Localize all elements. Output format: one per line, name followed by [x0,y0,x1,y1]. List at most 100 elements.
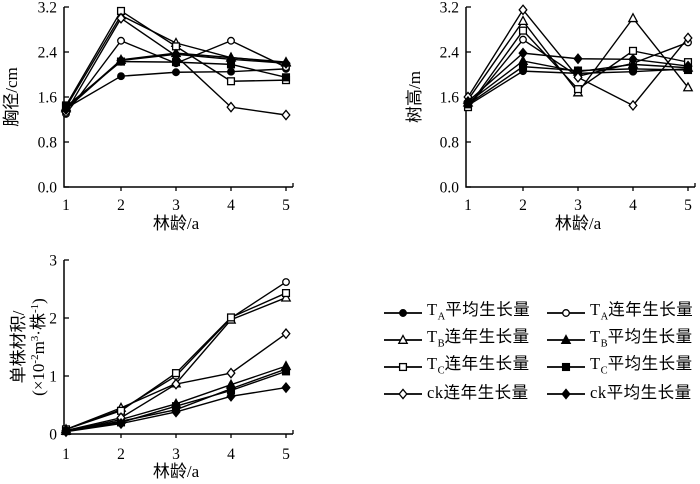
axes [465,7,695,188]
y-tick-label: 0.0 [440,180,460,197]
diamond-filled-marker [463,95,473,108]
legend-label: TA连年生长量 [590,300,694,323]
x-tick-label: 1 [62,446,70,463]
y-axis-label: 树高/m [405,71,424,123]
square-filled-marker [628,64,638,73]
square-filled-marker [518,62,528,71]
diamond-open-marker [116,12,126,24]
diamond-filled-marker [226,53,236,65]
square-open-marker [518,26,528,35]
y-tick-label: 2.4 [440,45,460,62]
diamond-filled-marker [628,53,638,65]
circle-open-marker [562,308,570,317]
x-tick-label: 5 [684,197,692,214]
triangle-open-marker [517,15,529,26]
diamond-open-marker [226,367,236,379]
triangle-open-marker [397,333,409,344]
square-filled-marker [561,362,571,371]
y-tick-label: 0.8 [38,135,58,152]
x-axis-label: 林龄/a [555,214,602,233]
legend-item-ck-annual: ck连年生长量 [384,380,547,407]
y-tick-label: 1.6 [440,90,460,107]
circle-filled-marker [399,308,407,317]
legend-label: ck平均生长量 [590,383,692,403]
legend-item-ck-avg: ck平均生长量 [547,380,700,407]
triangle-open-marker [682,81,694,92]
square-open-marker [171,369,181,378]
circle-filled-legend-key [384,308,422,317]
legend-label: TA平均生长量 [427,300,531,323]
y-axis-label: (×10-2m3·株-1) [29,298,48,396]
x-tick-label: 1 [62,197,70,214]
x-tick-label: 4 [227,446,235,463]
square-filled-marker [281,367,291,376]
legend-item-tb-avg: TB平均生长量 [547,326,700,353]
y-tick-label: 1 [49,369,57,386]
x-tick-label: 4 [629,197,637,214]
legend-label: TB平均生长量 [590,327,693,350]
x-tick-label: 2 [519,197,527,214]
triangle-open-legend-key [384,333,422,344]
x-tick-label: 1 [464,197,472,214]
legend-label: ck连年生长量 [427,383,529,403]
axes [63,7,293,188]
y-tick-label: 0.8 [440,135,460,152]
legend-item-tc-avg: TC平均生长量 [547,353,700,380]
diamond-filled-marker [573,53,583,65]
legend-label: TC平均生长量 [590,354,693,377]
y-tick-label: 2 [49,311,57,328]
diamond-open-marker [518,4,528,16]
diamond-filled-marker [281,381,291,394]
x-tick-label: 3 [172,446,180,463]
square-filled-legend-key [547,362,585,371]
diamond-open-marker [281,328,291,340]
circle-open-legend-key [547,308,585,317]
square-open-marker [226,313,236,322]
diamond-filled-marker [61,426,71,438]
y-tick-label: 3.2 [440,0,459,17]
diamond-open-marker [573,71,583,83]
y-axis-label: 胸径/cm [2,67,21,127]
x-tick-label: 3 [172,197,180,214]
diamond-open-marker [398,387,408,400]
diamond-filled-marker [561,387,571,400]
diamond-filled-marker [116,54,126,67]
diamond-filled-marker [281,57,291,69]
circle-filled-marker [117,72,125,81]
circle-open-marker [519,35,527,44]
legend-item-tb-annual: TB连年生长量 [384,326,547,353]
square-open-marker [628,46,638,55]
x-tick-label: 4 [227,197,235,214]
x-axis-label: 林龄/a [153,214,200,233]
triangle-filled-legend-key [547,333,585,344]
legend-label: TB连年生长量 [427,327,530,350]
y-axis-label: 单株材积/ [9,310,28,383]
diamond-open-marker [628,99,638,112]
y-tick-label: 1.6 [38,90,58,107]
x-tick-label: 5 [282,446,290,463]
chart-top-left: 0.0 0.8 1.6 2.4 3.2 1 2 3 4 5 林龄/a 胸径/cm [2,0,294,233]
diamond-filled-marker [61,103,71,115]
x-tick-label: 3 [574,197,582,214]
circle-open-marker [117,36,125,45]
x-tick-label: 2 [117,197,125,214]
y-tick-label: 3.2 [38,0,57,17]
legend-item-ta-avg: TA平均生长量 [384,299,547,326]
y-tick-label: 2.4 [38,45,58,62]
circle-filled-marker [227,67,235,76]
diamond-open-marker [683,32,693,44]
square-filled-marker [281,73,291,82]
diamond-filled-marker [518,47,528,59]
diamond-open-legend-key [384,387,422,400]
diamond-filled-legend-key [547,387,585,400]
diamond-open-marker [171,378,181,390]
square-open-marker [398,362,408,371]
square-open-legend-key [384,362,422,371]
y-tick-label: 0 [49,427,57,444]
square-open-marker [281,289,291,298]
triangle-filled-marker [560,333,572,344]
diamond-open-marker [281,109,291,121]
